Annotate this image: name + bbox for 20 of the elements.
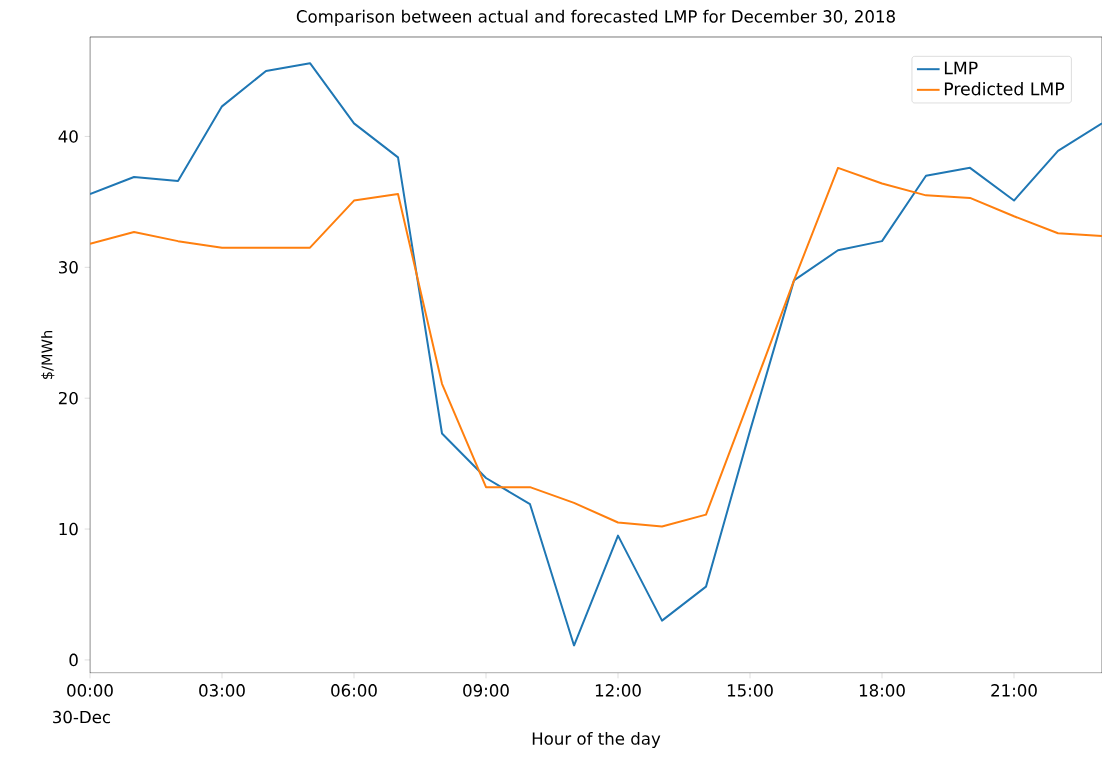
y-tick-label: 0 bbox=[69, 653, 78, 667]
chart-title: Comparison between actual and forecasted LMP for December 30, 2018 bbox=[296, 9, 895, 26]
x-tick-label: 09:00 bbox=[463, 684, 509, 697]
x-tick-label: 06:00 bbox=[331, 684, 377, 697]
legend-label: Predicted LMP bbox=[944, 82, 1065, 96]
legend-label: LMP bbox=[944, 61, 978, 75]
y-tick-label: 30 bbox=[59, 261, 78, 274]
y-tick-label: 10 bbox=[59, 522, 78, 536]
x-tick-label: 15:00 bbox=[727, 684, 773, 697]
line-series bbox=[90, 62, 1102, 647]
text: 30-Dec bbox=[53, 710, 111, 724]
x-axis-title: Hour of the day bbox=[532, 732, 661, 749]
x-tick-label: 21:00 bbox=[991, 684, 1037, 697]
x-tick-label: 00:00 bbox=[67, 684, 113, 697]
x-tick-label: 03:00 bbox=[199, 684, 245, 697]
y-axis-title: $/MWh bbox=[41, 330, 55, 380]
x-tick-label: 18:00 bbox=[859, 684, 905, 697]
y-tick-label: 20 bbox=[58, 391, 78, 405]
y-tick-label: 40 bbox=[58, 130, 78, 143]
x-tick-label: 12:00 bbox=[595, 684, 641, 697]
